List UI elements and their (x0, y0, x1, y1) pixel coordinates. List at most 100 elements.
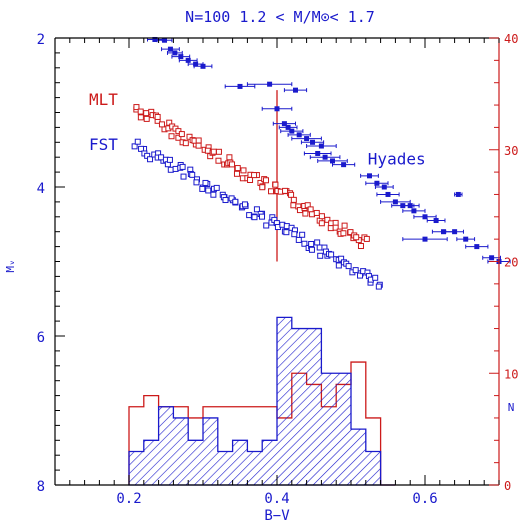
mlt-point (353, 234, 360, 241)
y-tick-label-right: 30 (504, 144, 518, 158)
hyades-point (289, 128, 295, 134)
mlt-point (263, 177, 270, 184)
hyades-point (341, 162, 347, 168)
fst-point (131, 143, 138, 150)
fst-point (158, 154, 165, 161)
mlt-point (178, 131, 185, 138)
mlt-point (143, 110, 150, 117)
hyades-point (310, 139, 316, 145)
fst-point (263, 222, 270, 229)
y-axis-label-right: N (508, 401, 515, 414)
hyades-point (318, 143, 324, 149)
fst-point (352, 267, 359, 274)
hyades-point (407, 203, 413, 209)
fst-point (251, 214, 258, 221)
hyades-point (315, 150, 321, 156)
mlt-point (186, 133, 193, 140)
hyades-point (193, 61, 199, 67)
fst-point (291, 231, 298, 238)
mlt-point (158, 121, 165, 128)
mlt-point (318, 213, 325, 220)
mlt-point (268, 188, 275, 195)
hyades-point (455, 191, 461, 197)
hyades-point (474, 244, 480, 250)
fst-point (199, 185, 206, 192)
hyades-point (304, 136, 310, 142)
mlt-point (195, 137, 202, 144)
hyades-point (489, 255, 495, 261)
hyades-point (411, 208, 417, 214)
histogram-fst (128, 316, 396, 486)
fst-point (328, 251, 335, 258)
mlt-point (226, 154, 233, 161)
hyades-point (330, 158, 335, 164)
mlt-point (288, 191, 295, 198)
fst-point (228, 195, 235, 202)
mlt-point (175, 134, 182, 141)
y-tick-label-right: 20 (504, 256, 518, 270)
mlt-point (195, 142, 202, 149)
fst-point (301, 240, 308, 247)
hyades-point (274, 106, 280, 112)
hyades-point (167, 46, 173, 52)
fst-point (335, 262, 342, 269)
mlt-point (324, 216, 331, 223)
y-tick-label-right: 10 (504, 367, 518, 381)
hyades-point (200, 63, 206, 69)
hyades-point (322, 154, 328, 160)
mlt-point (272, 181, 279, 188)
fst-point (372, 274, 379, 281)
y-tick-label-right: 40 (504, 32, 518, 46)
hyades-point (285, 124, 291, 130)
annotation-mlt: MLT (89, 90, 118, 109)
hyades-point (463, 236, 469, 242)
mlt-point (234, 165, 241, 172)
mlt-point (341, 222, 348, 229)
x-tick-label: 0.2 (116, 491, 141, 507)
fst-point (210, 191, 217, 198)
plot-area: MLT FST Hyades 0.2 0.4 0.6 2 4 6 8 0 10 20 30 40 (37, 32, 519, 507)
chart-title: N=100 1.2 < M/M⊙< 1.7 (185, 8, 375, 26)
mlt-point (290, 196, 297, 203)
hyades-point (178, 54, 184, 60)
y-tick-label-left: 6 (37, 330, 45, 346)
hyades-point (296, 132, 302, 138)
hyades-point (162, 37, 168, 43)
mlt-point (215, 148, 222, 155)
x-axis-label: B−V (264, 508, 290, 524)
hyades-point (392, 199, 398, 205)
mlt-point (327, 225, 334, 232)
hyades-point (422, 236, 428, 242)
mlt-point (307, 206, 314, 213)
mlt-point (229, 161, 236, 168)
hyades-point (441, 229, 446, 235)
y-tick-label-right: 0 (504, 479, 511, 493)
y-axis-label-left: Mᵥ (4, 259, 17, 272)
fst-point (189, 171, 196, 178)
mlt-point (133, 104, 140, 111)
fst-point (259, 213, 266, 220)
mlt-point (259, 184, 266, 191)
fst-point (202, 179, 209, 186)
mlt-point (282, 187, 289, 194)
fst-point (134, 138, 141, 145)
mlt-point (137, 114, 144, 121)
mlt-point (347, 229, 354, 236)
fst-point (299, 231, 306, 238)
x-tick-label: 0.4 (264, 491, 289, 507)
fst-point (314, 239, 321, 246)
hyades-point (367, 173, 372, 179)
fst-point (193, 179, 200, 186)
hyades-point (374, 180, 380, 186)
mlt-point (154, 113, 161, 120)
mlt-point (318, 220, 325, 227)
fst-point (179, 163, 186, 170)
fst-point (166, 156, 173, 163)
fst-point (167, 166, 174, 173)
fst-point (205, 187, 212, 194)
mlt-point (290, 202, 297, 209)
hyades-point (185, 57, 191, 63)
mlt-point (357, 243, 364, 250)
hyades-point (293, 87, 298, 93)
